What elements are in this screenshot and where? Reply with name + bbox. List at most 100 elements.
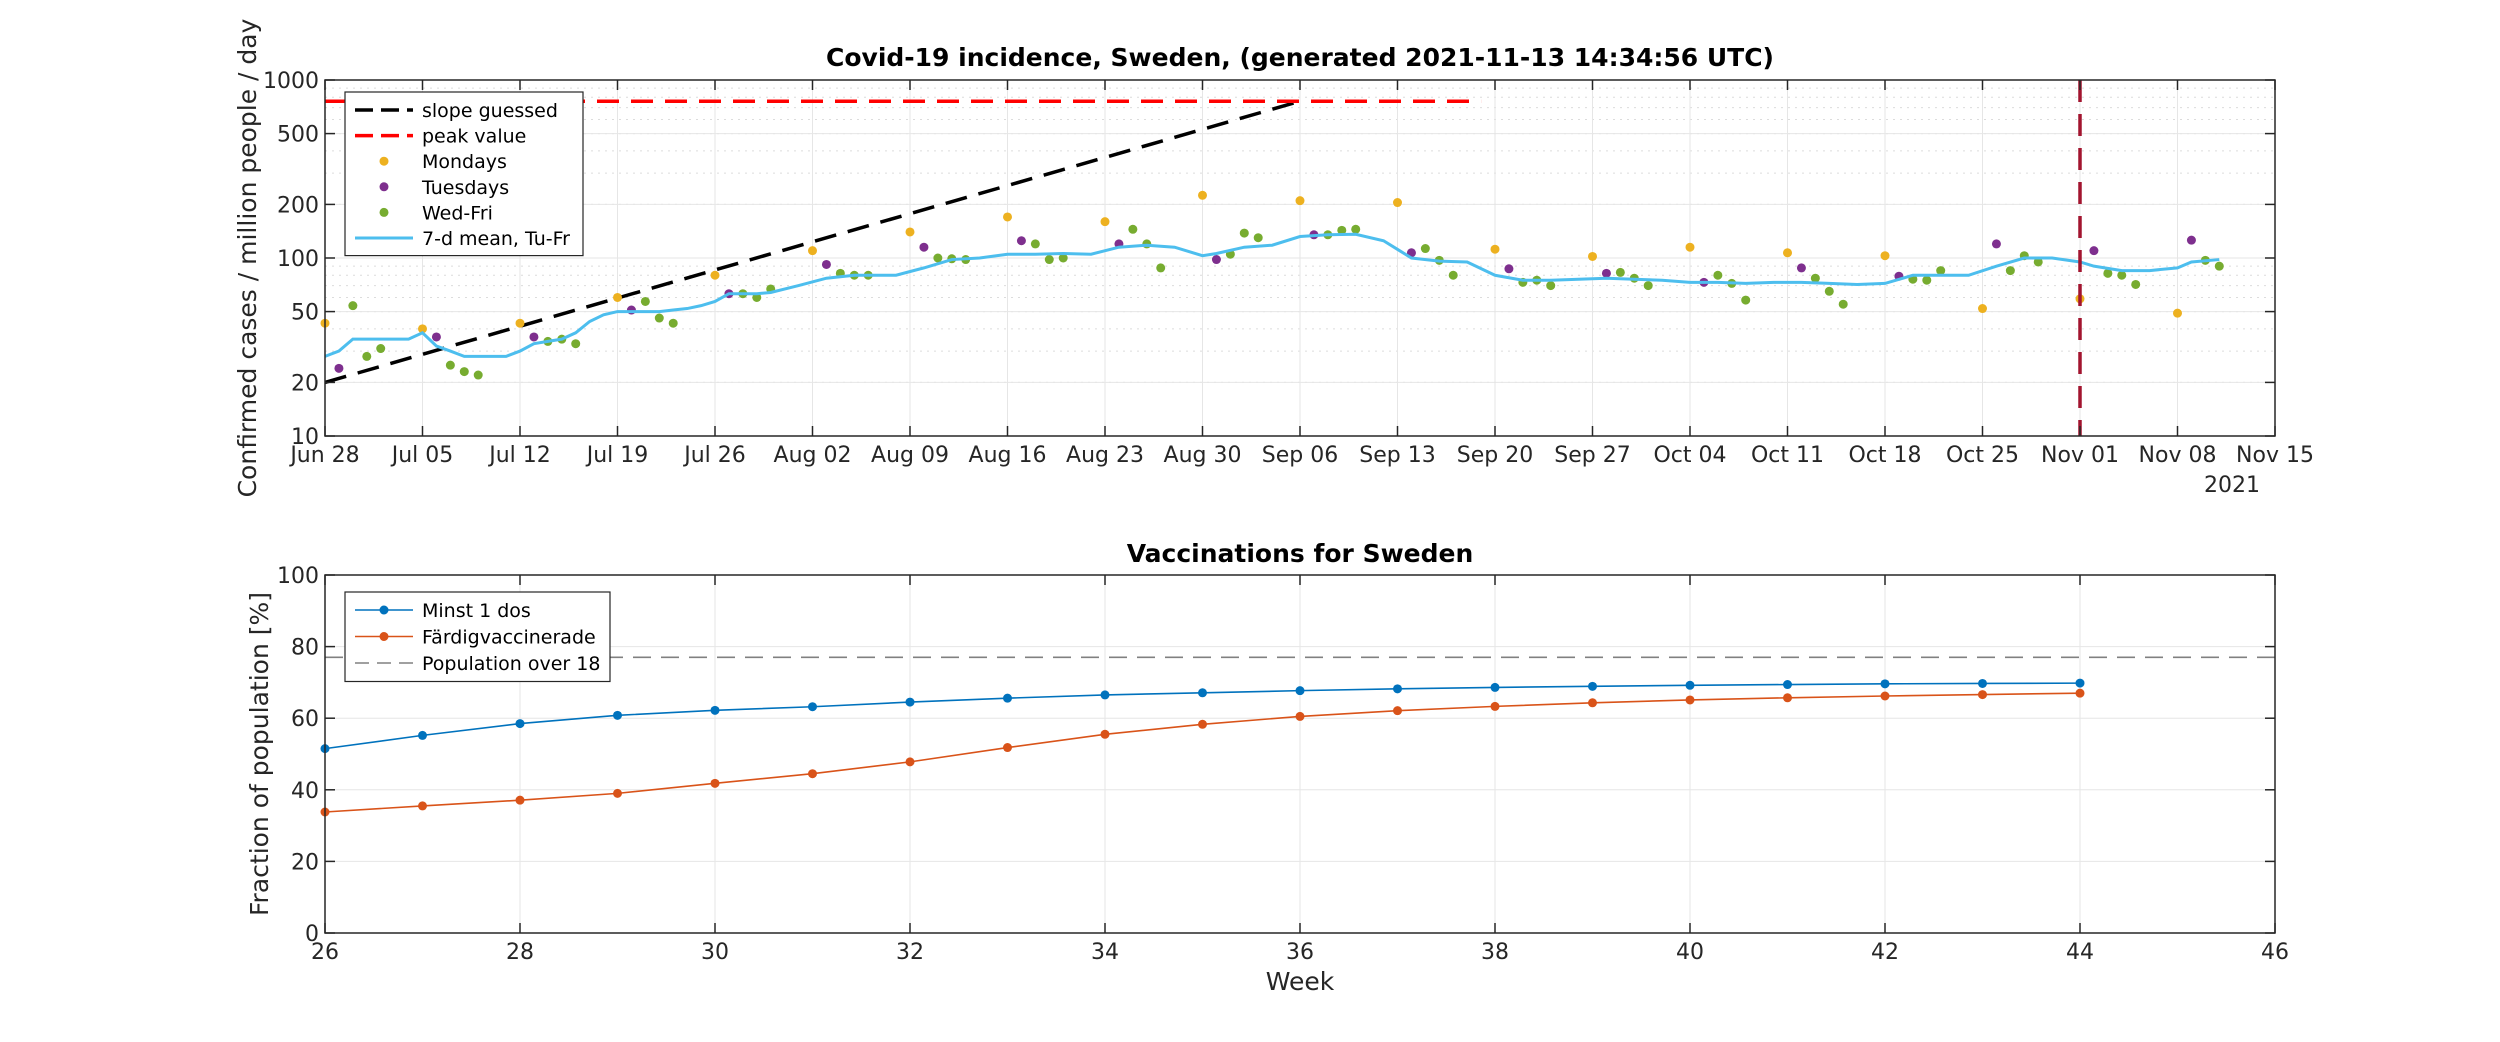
- incidence-x-tick-label: Aug 02: [774, 443, 852, 468]
- incidence-point-3: [1016, 236, 1026, 246]
- incidence-point-4: [1351, 224, 1361, 234]
- incidence-point-4: [459, 367, 469, 377]
- vaccination-point-0: [710, 705, 720, 715]
- incidence-point-2: [1880, 251, 1890, 261]
- incidence-point-4: [1128, 224, 1138, 234]
- incidence-x-tick-label: Aug 09: [871, 443, 949, 468]
- incidence-x-tick-label: Sep 06: [1262, 443, 1338, 468]
- incidence-y-tick-label: 1000: [263, 69, 319, 94]
- vaccination-point-0: [1783, 680, 1792, 690]
- vaccination-legend-label: Minst 1 dos: [422, 600, 531, 622]
- vaccination-point-1: [1100, 729, 1110, 739]
- vaccination-point-0: [808, 702, 817, 712]
- incidence-point-3: [529, 332, 539, 342]
- incidence-point-3: [626, 305, 636, 315]
- incidence-x-tick-label: Nov 08: [2139, 443, 2217, 468]
- vaccination-point-0: [1490, 682, 1500, 692]
- incidence-point-4: [2005, 266, 2015, 276]
- incidence-point-4: [752, 292, 762, 302]
- vaccination-point-1: [418, 801, 427, 811]
- incidence-point-4: [362, 351, 372, 361]
- vaccination-ticks: 0 20 40 60 80 100 26 28 30 32 34 36 38 40 42 44 46: [277, 564, 2289, 965]
- incidence-content: [320, 80, 2224, 436]
- incidence-x-tick-label: Jul 26: [682, 443, 746, 468]
- vaccination-point-1: [1685, 695, 1695, 705]
- incidence-grid: [324, 79, 2276, 437]
- incidence-point-4: [640, 296, 650, 306]
- incidence-y-tick-label: 50: [291, 301, 319, 326]
- incidence-point-2: [1978, 304, 1987, 314]
- incidence-x-tick-label: Sep 13: [1359, 443, 1435, 468]
- vaccination-x-tick-label: 44: [2066, 940, 2094, 965]
- vaccination-x-axis-label: Week: [1266, 967, 1335, 996]
- vaccination-point-0: [1880, 679, 1890, 689]
- incidence-point-4: [654, 313, 664, 323]
- vaccination-y-tick-label: 80: [291, 636, 319, 661]
- incidence-point-4: [2131, 279, 2141, 289]
- incidence-point-2: [418, 324, 427, 334]
- incidence-x-tick-label: Sep 27: [1554, 443, 1630, 468]
- incidence-ticks: 10 20 50 100 200 500 1000 Jun 28 Jul 05 Jul 12 Jul…: [263, 69, 2314, 468]
- incidence-point-4: [1936, 266, 1946, 276]
- incidence-point-2: [710, 270, 720, 280]
- vaccination-point-1: [613, 788, 622, 798]
- vaccination-legend-marker: [379, 632, 389, 641]
- incidence-point-4: [1058, 253, 1068, 263]
- incidence-point-4: [1239, 228, 1249, 238]
- incidence-legend-swatch: [379, 182, 389, 192]
- incidence-x-tick-label: Jul 05: [390, 443, 454, 468]
- incidence-point-3: [334, 363, 344, 373]
- vaccination-point-1: [1588, 698, 1597, 708]
- incidence-point-4: [1741, 295, 1751, 305]
- incidence-x-tick-label: Jun 28: [288, 443, 359, 468]
- vaccination-y-tick-label: 20: [291, 850, 319, 875]
- incidence-point-3: [821, 259, 831, 269]
- vaccination-point-1: [1393, 706, 1402, 716]
- incidence-point-4: [2214, 261, 2224, 271]
- incidence-point-2: [1198, 190, 1207, 200]
- incidence-point-4: [1448, 270, 1458, 280]
- incidence-point-3: [1991, 239, 2001, 249]
- vaccination-point-1: [1783, 693, 1792, 703]
- vaccination-point-1: [1880, 691, 1890, 701]
- incidence-x-tick-label: Nov 01: [2041, 443, 2119, 468]
- incidence-x-tick-label: Oct 04: [1653, 443, 1726, 468]
- incidence-x-tick-label: Aug 16: [969, 443, 1047, 468]
- incidence-point-2: [808, 246, 817, 256]
- incidence-chart: 10 20 50 100 200 500 1000 Jun 28 Jul 05 Jul 12 Jul…: [233, 18, 2314, 498]
- vaccination-x-tick-label: 34: [1091, 940, 1119, 965]
- incidence-y-tick-label: 200: [277, 193, 319, 218]
- incidence-legend-swatch: [379, 156, 389, 166]
- vaccination-x-tick-label: 42: [1871, 940, 1899, 965]
- vaccination-x-tick-label: 40: [1676, 940, 1704, 965]
- incidence-x-tick-label: Sep 20: [1457, 443, 1533, 468]
- vaccination-point-1: [1490, 701, 1500, 711]
- incidence-point-4: [1838, 299, 1848, 309]
- incidence-point-4: [1810, 273, 1820, 283]
- vaccination-point-1: [710, 778, 720, 788]
- incidence-x-tick-label: Aug 23: [1066, 443, 1144, 468]
- incidence-x-tick-label: Oct 11: [1751, 443, 1824, 468]
- vaccination-title: Vaccinations for Sweden: [1127, 539, 1474, 568]
- incidence-series-line-5: [324, 232, 2220, 358]
- incidence-legend-label: peak value: [422, 126, 526, 148]
- vaccination-point-0: [1685, 680, 1695, 690]
- vaccination-point-0: [905, 697, 915, 707]
- incidence-point-2: [613, 292, 622, 302]
- incidence-point-4: [1824, 286, 1834, 296]
- incidence-point-4: [933, 253, 943, 263]
- vaccination-point-1: [905, 757, 915, 767]
- vaccination-point-1: [1978, 690, 1987, 700]
- incidence-point-4: [2117, 270, 2127, 280]
- vaccination-content: [320, 656, 2275, 817]
- incidence-point-4: [1030, 239, 1040, 249]
- vaccination-point-1: [1003, 743, 1012, 753]
- incidence-y-axis-label: Confirmed cases / million people / day: [233, 18, 262, 497]
- incidence-point-3: [431, 332, 441, 342]
- incidence-point-2: [515, 318, 525, 328]
- incidence-point-3: [1504, 264, 1514, 274]
- incidence-x-tick-label: Jul 12: [487, 443, 551, 468]
- incidence-x-tick-label: Oct 25: [1946, 443, 2019, 468]
- incidence-legend: slope guessed peak value Mondays Tuesdays We…: [344, 91, 584, 257]
